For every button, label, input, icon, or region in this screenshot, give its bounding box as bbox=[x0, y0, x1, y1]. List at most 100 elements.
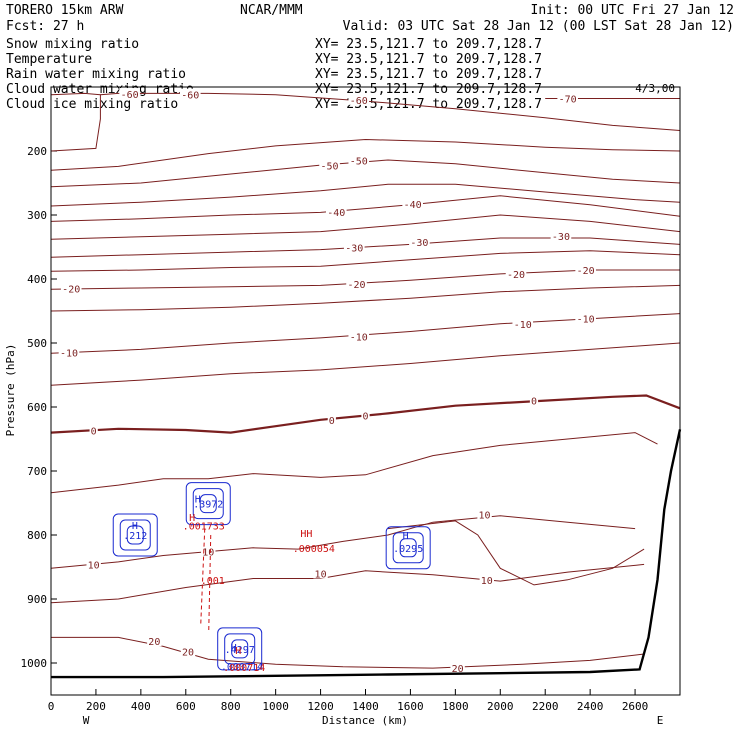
isotherm-label-bg bbox=[550, 230, 572, 242]
cloud-water-value: .000714 bbox=[221, 662, 263, 673]
isotherm-label-bg bbox=[505, 267, 527, 279]
isotherm-label: -60 bbox=[121, 90, 139, 101]
isotherm-line bbox=[50, 563, 645, 604]
x-tick-label: 1800 bbox=[442, 700, 469, 713]
axis-ticks: 0 200 400 600 800 1000 1200 1400 1600 1800 2000 220… bbox=[21, 145, 649, 713]
isotherm-label: 0 bbox=[329, 416, 335, 427]
x-tick-label: 1400 bbox=[352, 700, 379, 713]
isotherm-line bbox=[50, 394, 681, 434]
isotherm-label: -50 bbox=[321, 162, 339, 173]
isotherm-label-bg bbox=[58, 346, 80, 358]
rain-water-value: .001 bbox=[201, 576, 225, 587]
isotherm-label: 20 bbox=[452, 664, 464, 675]
temperature-contours bbox=[50, 92, 681, 669]
isotherm-line bbox=[50, 159, 681, 188]
isotherm-label: -20 bbox=[62, 285, 80, 296]
isotherm-label: -10 bbox=[350, 333, 368, 344]
cloud-water-contour bbox=[385, 526, 431, 570]
isotherm-label-bg bbox=[479, 573, 495, 585]
cloud-water-value: .0295 bbox=[393, 544, 423, 555]
isotherm-label: -30 bbox=[345, 244, 363, 255]
cloud-water-contour bbox=[185, 482, 231, 526]
isotherm-label: 10 bbox=[88, 560, 100, 571]
x-end-left: W bbox=[83, 714, 90, 727]
cloud-water-contour bbox=[112, 513, 158, 557]
cloud-water-contour bbox=[392, 532, 424, 564]
isotherm-label: 10 bbox=[315, 569, 327, 580]
x-tick-label: 1200 bbox=[307, 700, 334, 713]
x-axis-label: Distance (km) bbox=[322, 714, 408, 727]
x-tick-label: 200 bbox=[86, 700, 106, 713]
isotherm-label-bg bbox=[180, 645, 196, 657]
cloud-water-max-marker: H bbox=[403, 531, 409, 542]
isotherm-label-bg bbox=[361, 409, 370, 421]
isotherm-label: -60 bbox=[350, 96, 368, 107]
x-tick-label: 2200 bbox=[532, 700, 559, 713]
cloud-water-contour bbox=[126, 525, 144, 545]
isotherm-label-bg bbox=[348, 93, 370, 105]
cloud-water-contour bbox=[199, 494, 217, 514]
isotherm-label-bg bbox=[327, 413, 336, 425]
forecast-hour: Fcst: 27 h bbox=[6, 19, 84, 34]
cloud-water-value: .3972 bbox=[193, 500, 223, 511]
isotherm-line bbox=[50, 237, 681, 258]
isotherm-label-bg bbox=[409, 235, 430, 247]
cloud-water-contour bbox=[217, 627, 263, 671]
rain-water-max-marker: H bbox=[189, 513, 195, 524]
isotherm-line bbox=[50, 515, 636, 569]
x-end-right: E bbox=[657, 714, 664, 727]
legend-xy-3: XY= 23.5,121.7 to 209.7,128.7 bbox=[315, 82, 542, 97]
x-tick-label: 2400 bbox=[577, 700, 604, 713]
isotherm-line bbox=[50, 183, 681, 207]
isotherm-line bbox=[50, 342, 681, 386]
isotherm-label: 0 bbox=[531, 397, 537, 408]
rain-water-contour bbox=[200, 528, 212, 632]
x-tick-label: 1600 bbox=[397, 700, 424, 713]
isotherm-label: -40 bbox=[327, 208, 345, 219]
isotherm-line bbox=[50, 195, 681, 222]
legend-xy-0: XY= 23.5,121.7 to 209.7,128.7 bbox=[315, 37, 542, 52]
legend: Snow mixing ratio XY= 23.5,121.7 to 209.7… bbox=[6, 37, 542, 112]
isotherm-label-bg bbox=[575, 264, 596, 276]
cloud-water-max-marker: H bbox=[132, 521, 138, 532]
isotherm-line bbox=[50, 284, 681, 312]
isotherm-label: -30 bbox=[552, 232, 570, 243]
isotherm-label-bg bbox=[343, 241, 365, 253]
isotherm-label: -60 bbox=[181, 91, 199, 102]
temperature-labels: -70 -60 -60 -60 -50 -50 -40 -40 -30 -30 -30 -20 -20 -… bbox=[58, 88, 596, 675]
y-tick-label: 400 bbox=[27, 273, 47, 286]
isotherm-label: 10 bbox=[202, 548, 214, 559]
isotherm-label-bg bbox=[179, 88, 201, 100]
source-label: NCAR/MMM bbox=[240, 3, 303, 18]
isotherm-line bbox=[50, 214, 681, 240]
isotherm-label: 0 bbox=[91, 427, 97, 438]
legend-entry-4: Cloud ice mixing ratio bbox=[6, 97, 178, 112]
rain-water-max-marker: HH bbox=[300, 529, 312, 540]
rain-water-value: .001733 bbox=[183, 521, 225, 532]
isotherm-label: -50 bbox=[350, 157, 368, 168]
cloud-water-value: .4297 bbox=[225, 645, 255, 656]
x-tick-label: 0 bbox=[48, 700, 55, 713]
y-tick-label: 300 bbox=[27, 209, 47, 222]
isotherm-label: -40 bbox=[404, 200, 422, 211]
y-tick-label: 1000 bbox=[21, 657, 48, 670]
isotherm-label-bg bbox=[346, 278, 367, 290]
isotherm-label-bg bbox=[557, 92, 578, 104]
x-tick-label: 600 bbox=[176, 700, 196, 713]
cloud-water-value: .212 bbox=[123, 531, 147, 542]
isotherm-label: 20 bbox=[182, 647, 194, 658]
isotherm-line bbox=[50, 250, 681, 272]
cloud-water-contour bbox=[399, 538, 417, 558]
y-tick-label: 800 bbox=[27, 529, 47, 542]
x-tick-label: 400 bbox=[131, 700, 151, 713]
valid-time: Valid: 03 UTC Sat 28 Jan 12 (00 LST Sat … bbox=[343, 19, 734, 34]
isotherm-label-bg bbox=[477, 508, 492, 520]
isotherm-label: -10 bbox=[514, 320, 532, 331]
isotherm-label-bg bbox=[529, 394, 539, 406]
isotherm-line bbox=[50, 138, 681, 171]
legend-entry-0: Snow mixing ratio bbox=[6, 37, 139, 52]
isotherm-line bbox=[50, 92, 101, 96]
isotherm-label-bg bbox=[325, 205, 347, 217]
